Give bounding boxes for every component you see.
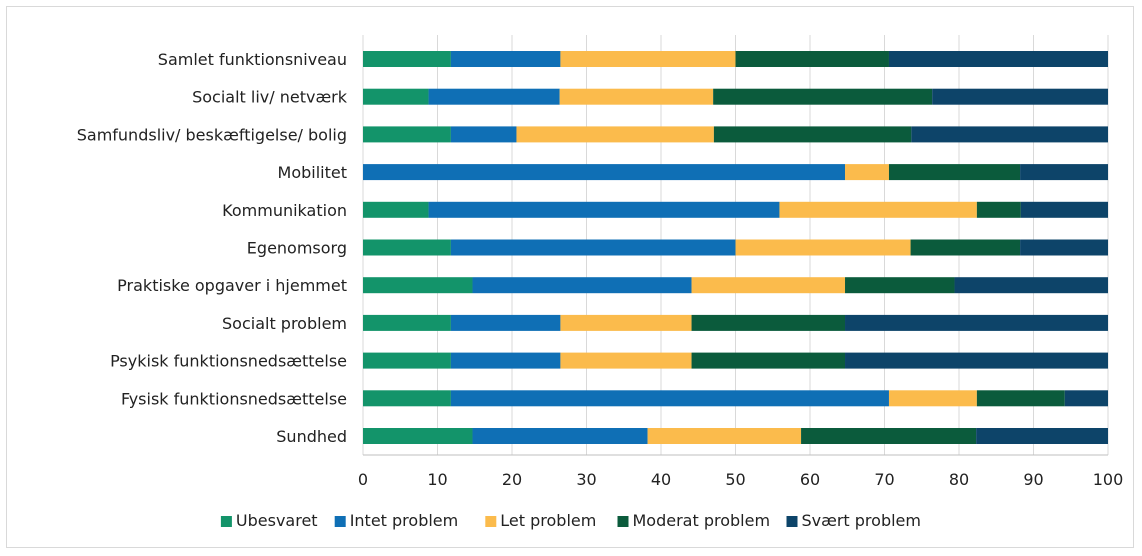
stacked-bar-chart: Samlet funktionsniveau Socialt liv/ netvæ… bbox=[77, 35, 1123, 530]
x-tick-label: 90 bbox=[1023, 470, 1043, 489]
x-tick-label: 20 bbox=[502, 470, 522, 489]
category-label: Psykisk funktionsnedsættelse bbox=[110, 352, 347, 371]
bar-segment-ubesvaret bbox=[363, 126, 451, 143]
legend-label: Let problem bbox=[500, 511, 596, 530]
bar-segment-ubesvaret bbox=[363, 352, 451, 369]
bar-segment-let-problem bbox=[559, 88, 714, 105]
category-label: Sundhed bbox=[276, 427, 347, 446]
bar-segment-moderat-problem bbox=[976, 201, 1021, 218]
category-label: Samfundsliv/ beskæftigelse/ bolig bbox=[77, 125, 347, 144]
x-tick-label: 0 bbox=[358, 470, 368, 489]
bar-segment-intet-problem bbox=[428, 201, 780, 218]
bar-segment-intet-problem bbox=[450, 314, 561, 331]
legend-item: Let problem bbox=[485, 511, 596, 530]
bar-segment-let-problem bbox=[560, 314, 692, 331]
bar-segment-ubesvaret bbox=[363, 239, 451, 256]
category-labels: Samlet funktionsniveau Socialt liv/ netvæ… bbox=[77, 50, 348, 446]
legend-swatch bbox=[786, 516, 798, 527]
legend-item: Intet problem bbox=[334, 511, 459, 530]
bar-segment-let-problem bbox=[691, 277, 846, 294]
legend: Ubesvaret Intet problem Let problem Moderat… bbox=[220, 511, 921, 530]
bar-segment-moderat-problem bbox=[691, 314, 846, 331]
bar-segment-intet-problem bbox=[428, 88, 560, 105]
x-tick-label: 40 bbox=[651, 470, 671, 489]
category-label: Samlet funktionsniveau bbox=[158, 50, 347, 69]
category-label: Socialt liv/ netværk bbox=[192, 88, 348, 107]
bar-segment-intet-problem bbox=[450, 51, 561, 67]
bar-segment-ubesvaret bbox=[363, 201, 429, 218]
bar-segment-svært-problem bbox=[1020, 164, 1108, 181]
x-tick-label: 50 bbox=[725, 470, 745, 489]
legend-item: Moderat problem bbox=[617, 511, 771, 530]
bar-segment-let-problem bbox=[516, 126, 714, 143]
bar-segment-moderat-problem bbox=[735, 51, 889, 67]
legend-item: Svært problem bbox=[786, 511, 921, 530]
bar-segment-svært-problem bbox=[1020, 201, 1108, 218]
bar-segment-intet-problem bbox=[450, 239, 736, 256]
category-label: Socialt problem bbox=[222, 314, 347, 333]
bar-segment-moderat-problem bbox=[691, 352, 846, 369]
bar-segment-intet-problem bbox=[472, 277, 692, 294]
bar-segment-svært-problem bbox=[1064, 390, 1108, 407]
bar-segment-moderat-problem bbox=[713, 88, 933, 105]
bar-segment-svært-problem bbox=[976, 428, 1108, 444]
bar-segment-moderat-problem bbox=[713, 126, 912, 143]
chart-frame: Samlet funktionsniveau Socialt liv/ netvæ… bbox=[6, 6, 1134, 548]
bar-segment-ubesvaret bbox=[363, 314, 451, 331]
bar-segment-svært-problem bbox=[1020, 239, 1108, 256]
bar-segment-ubesvaret bbox=[363, 390, 451, 407]
x-tick-label: 70 bbox=[874, 470, 894, 489]
x-tick-label: 100 bbox=[1093, 470, 1124, 489]
bar-segment-intet-problem bbox=[450, 352, 561, 369]
bars bbox=[363, 51, 1108, 444]
bar-segment-svært-problem bbox=[888, 51, 1108, 67]
bar-segment-let-problem bbox=[779, 201, 977, 218]
bar-segment-svært-problem bbox=[845, 352, 1108, 369]
legend-swatch bbox=[617, 516, 629, 527]
bar-segment-ubesvaret bbox=[363, 428, 473, 444]
bar-segment-let-problem bbox=[888, 390, 977, 407]
bar-segment-svært-problem bbox=[954, 277, 1108, 294]
bar-segment-moderat-problem bbox=[910, 239, 1021, 256]
bar-segment-svært-problem bbox=[932, 88, 1108, 105]
category-label: Fysisk funktionsnedsættelse bbox=[121, 389, 347, 408]
category-label: Mobilitet bbox=[278, 163, 347, 182]
legend-label: Svært problem bbox=[802, 511, 921, 530]
bar-segment-let-problem bbox=[647, 428, 802, 444]
legend-label: Ubesvaret bbox=[236, 511, 318, 530]
x-tick-label: 30 bbox=[576, 470, 596, 489]
bar-segment-ubesvaret bbox=[363, 277, 473, 294]
legend-item: Ubesvaret bbox=[220, 511, 318, 530]
category-label: Kommunikation bbox=[222, 201, 347, 220]
legend-swatch bbox=[334, 516, 346, 527]
bar-segment-ubesvaret bbox=[363, 51, 451, 67]
bar-segment-moderat-problem bbox=[801, 428, 977, 444]
bar-segment-let-problem bbox=[560, 352, 692, 369]
bar-segment-ubesvaret bbox=[363, 88, 429, 105]
bar-segment-intet-problem bbox=[450, 126, 517, 143]
legend-label: Intet problem bbox=[350, 511, 459, 530]
legend-swatch bbox=[485, 516, 497, 527]
category-label: Praktiske opgaver i hjemmet bbox=[117, 276, 347, 295]
bar-segment-moderat-problem bbox=[976, 390, 1065, 407]
bar-segment-svært-problem bbox=[845, 314, 1108, 331]
x-tick-labels: 0 10 20 30 40 50 60 70 80 90 100 bbox=[358, 470, 1123, 489]
legend-swatch bbox=[220, 516, 232, 527]
category-label: Egenomsorg bbox=[247, 239, 347, 258]
bar-segment-intet-problem bbox=[363, 164, 846, 181]
bar-segment-intet-problem bbox=[472, 428, 648, 444]
bar-segment-let-problem bbox=[845, 164, 889, 181]
bar-segment-let-problem bbox=[735, 239, 911, 256]
x-tick-label: 60 bbox=[800, 470, 820, 489]
x-tick-label: 80 bbox=[949, 470, 969, 489]
bar-segment-moderat-problem bbox=[845, 277, 955, 294]
bar-segment-moderat-problem bbox=[888, 164, 1021, 181]
bar-segment-svært-problem bbox=[911, 126, 1108, 143]
bar-segment-intet-problem bbox=[450, 390, 889, 407]
x-tick-label: 10 bbox=[427, 470, 447, 489]
legend-label: Moderat problem bbox=[633, 511, 771, 530]
bar-segment-let-problem bbox=[560, 51, 736, 67]
